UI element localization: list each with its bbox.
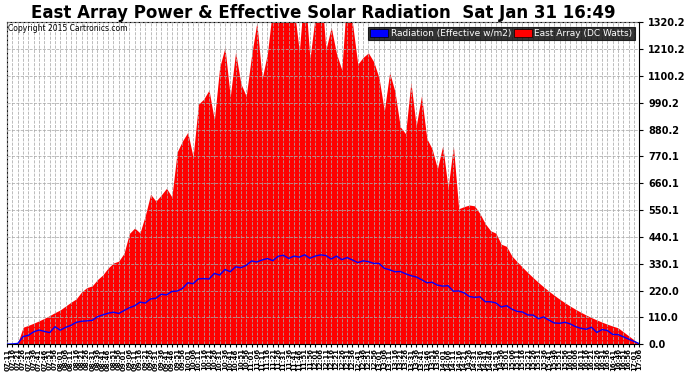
Legend: Radiation (Effective w/m2), East Array (DC Watts): Radiation (Effective w/m2), East Array (… xyxy=(368,27,635,40)
Text: Copyright 2015 Cartronics.com: Copyright 2015 Cartronics.com xyxy=(8,24,128,33)
Title: East Array Power & Effective Solar Radiation  Sat Jan 31 16:49: East Array Power & Effective Solar Radia… xyxy=(31,4,615,22)
